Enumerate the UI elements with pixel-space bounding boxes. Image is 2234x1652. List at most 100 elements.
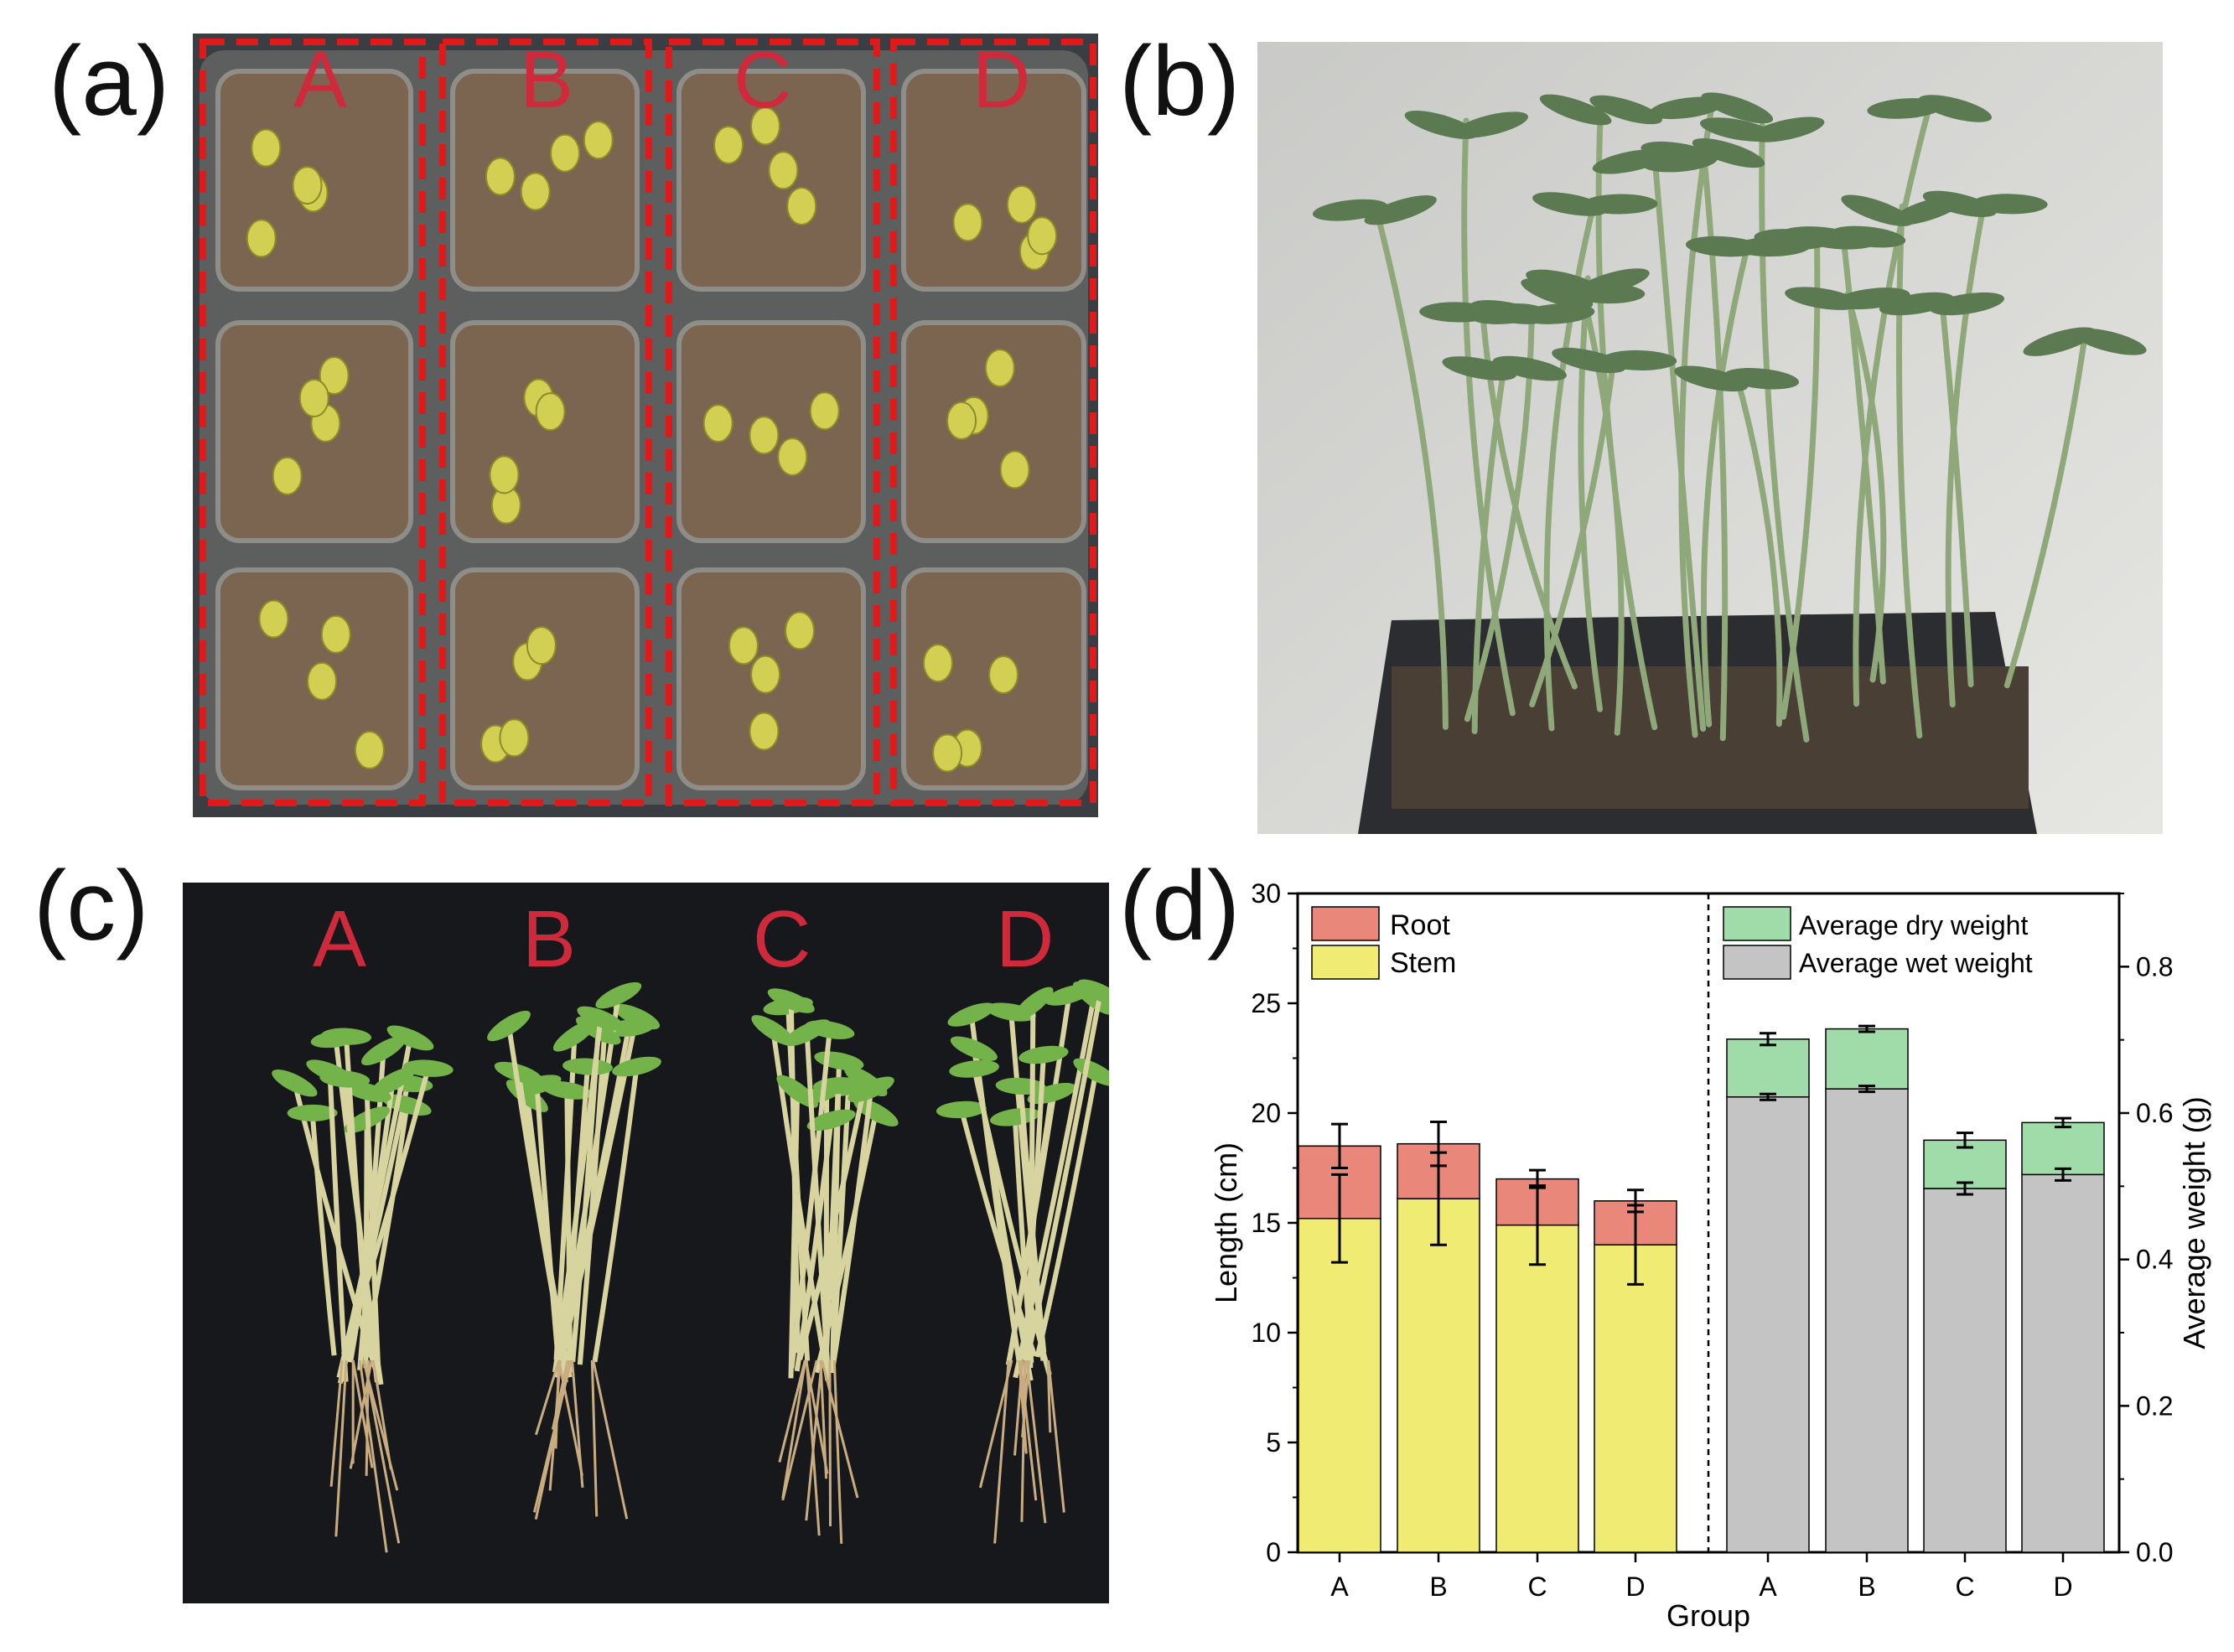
length-weight-chart: 0 5 10 15 20 25 30 0.0 0.2 0.4 0.6 0.8 A B C D A B C D Ro… — [1209, 878, 2211, 1633]
seed — [298, 378, 329, 417]
seed — [702, 404, 733, 443]
left-y-tick-label: 15 — [1251, 1208, 1281, 1238]
seedlings-photo — [1257, 42, 2163, 834]
bar-stem-B — [1397, 1198, 1480, 1553]
seedling-leaf — [936, 1100, 987, 1119]
legend-root-label: Root — [1390, 909, 1450, 941]
seed — [749, 416, 780, 455]
seedling-stem — [1700, 146, 1729, 742]
seedling-leaf — [321, 1028, 371, 1045]
seedling-leaf — [1077, 979, 1109, 1006]
seed — [499, 718, 530, 758]
seedling-leaf — [1442, 356, 1517, 381]
seed — [713, 126, 744, 165]
seedling-stem — [1461, 117, 1516, 717]
seed — [251, 128, 282, 168]
seedling-stem — [1543, 196, 1598, 732]
seedling-stem — [2003, 334, 2088, 689]
seed — [785, 611, 816, 650]
group-letter-a: A — [293, 35, 348, 125]
seed — [320, 614, 351, 654]
seedling-stem — [1479, 304, 1578, 690]
seedling-stem — [1678, 101, 1715, 738]
bar-wet-D — [2021, 1173, 2105, 1553]
seed — [932, 733, 963, 773]
seedling-leaf — [319, 1070, 371, 1088]
seedling-leaf — [1576, 268, 1650, 297]
seedling-leaf — [947, 1002, 996, 1027]
x-tick-label: C — [1527, 1572, 1547, 1602]
seedling-root — [557, 1359, 583, 1477]
seedling-leaf — [1918, 95, 1992, 122]
x-tick-label: C — [1955, 1572, 1974, 1602]
seedling-leaf — [950, 1036, 998, 1061]
legend-wet-label: Average wet weight — [1799, 948, 2033, 978]
bar-wet-C — [1923, 1188, 2007, 1553]
seedling-root — [781, 1359, 818, 1501]
seedling-root — [1019, 1359, 1038, 1501]
group-letter-a: A — [313, 894, 367, 984]
panel-label-d: (d) — [1119, 851, 1241, 961]
seed — [485, 157, 516, 196]
seedling-stem — [1844, 291, 1887, 683]
x-tick-label: A — [1759, 1572, 1777, 1602]
left-y-tick-label: 5 — [1266, 1427, 1281, 1458]
seedling-leaf — [612, 1056, 661, 1077]
legend-wet-swatch — [1723, 945, 1791, 980]
x-axis-title: Group — [1666, 1598, 1750, 1633]
seedling-stem — [1895, 203, 1923, 739]
seedling-leaf — [386, 1025, 434, 1051]
x-tick-label: D — [1625, 1572, 1645, 1602]
seedling-stem — [1034, 1071, 1099, 1358]
bar-stem-C — [1495, 1224, 1579, 1553]
seedling-root — [978, 1359, 1013, 1489]
seedling-leaf — [1019, 1045, 1069, 1064]
seedling-leaf — [1929, 292, 2004, 316]
seedling-root — [592, 1359, 629, 1520]
seedling-leaf — [361, 1036, 406, 1065]
seedling-root — [363, 1359, 401, 1544]
right-y-axis-title: Average weight (g) — [2177, 1096, 2211, 1349]
seed — [922, 644, 953, 683]
group-letter-d: D — [972, 35, 1031, 125]
seedling-leaf — [784, 1019, 830, 1047]
seed — [1006, 184, 1037, 224]
seedling-stem — [309, 1112, 337, 1356]
seed-tray-illustration — [193, 34, 1098, 817]
seedling-root — [1013, 1359, 1024, 1456]
seedling-stem — [577, 1024, 608, 1365]
seed — [750, 655, 781, 694]
seedling-leaf — [1589, 95, 1662, 125]
seedling-leaf — [402, 1059, 454, 1077]
seedling-root — [1047, 1359, 1065, 1513]
seedling-leaf — [1592, 149, 1667, 174]
seedling-leaf — [595, 981, 642, 1009]
uprooted-seedlings-illustration — [183, 883, 1109, 1603]
seedling-stem — [564, 1090, 573, 1373]
seedling-root — [821, 1359, 859, 1499]
left-y-tick-label: 10 — [1251, 1318, 1281, 1348]
group-letter-c: C — [753, 894, 811, 984]
seedling-stem — [340, 1067, 431, 1356]
legend-stem-label: Stem — [1390, 947, 1456, 979]
seedling-stem — [1938, 296, 1974, 688]
seed — [272, 456, 303, 495]
seedling-leaf — [272, 1069, 318, 1097]
seed — [246, 219, 277, 258]
seedling-root — [532, 1359, 573, 1513]
seedling-stem — [1022, 1054, 1046, 1361]
group-letter-b: B — [522, 894, 577, 984]
left-y-tick-label: 25 — [1251, 988, 1281, 1018]
seedling-leaf — [1469, 300, 1545, 324]
panel-label-b: (b) — [1119, 26, 1241, 137]
seed — [550, 133, 581, 173]
seedling-root — [778, 1359, 806, 1463]
left-y-tick-label: 20 — [1251, 1098, 1281, 1128]
seedling-root — [805, 1359, 823, 1521]
seedling-leaf — [1492, 355, 1567, 381]
seedling-stem — [1945, 196, 1988, 708]
x-tick-label: D — [2053, 1572, 2072, 1602]
seedling-leaf — [1750, 117, 1825, 142]
seedling-stem — [592, 1066, 640, 1363]
seedling-root — [590, 1359, 599, 1517]
